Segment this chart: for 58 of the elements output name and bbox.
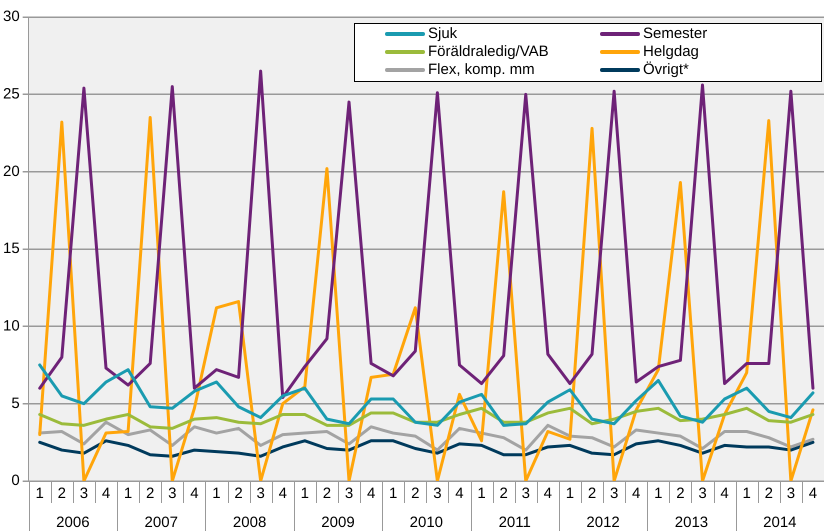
x-tick-label: 2 bbox=[764, 485, 773, 502]
x-tick-label: 1 bbox=[124, 485, 132, 502]
x-tick-label: 4 bbox=[632, 485, 640, 502]
legend-label: Sjuk bbox=[428, 25, 458, 43]
x-tick-label: 4 bbox=[544, 485, 552, 502]
x-tick-label: 4 bbox=[278, 485, 287, 502]
x-tick-label: 3 bbox=[522, 485, 530, 502]
x-tick-label: 2 bbox=[499, 485, 508, 502]
legend-label: Föräldraledig/VAB bbox=[428, 43, 549, 61]
text: 2014 bbox=[763, 514, 797, 531]
y-tick-label: 10 bbox=[2, 317, 20, 334]
legend-label: Övrigt* bbox=[643, 61, 689, 79]
x-tick-label: 3 bbox=[80, 485, 88, 502]
x-tick-label: 4 bbox=[720, 485, 729, 502]
x-tick-label: 4 bbox=[190, 485, 199, 502]
x-tick-label: 3 bbox=[786, 485, 796, 502]
y-tick-label: 20 bbox=[2, 162, 20, 180]
y-tick-label: 25 bbox=[2, 85, 20, 102]
x-tick-label: 3 bbox=[433, 485, 442, 502]
x-tick-label: 1 bbox=[477, 485, 486, 502]
text: 2010 bbox=[410, 514, 444, 531]
x-tick-label: 4 bbox=[808, 485, 818, 502]
x-tick-label: 4 bbox=[455, 485, 464, 502]
y-tick-label: 30 bbox=[2, 8, 20, 26]
x-tick-label: 3 bbox=[256, 485, 265, 502]
x-tick-label: 1 bbox=[212, 485, 221, 502]
text: 2008 bbox=[232, 514, 266, 531]
legend-label: Helgdag bbox=[643, 43, 699, 61]
text: 2009 bbox=[321, 514, 355, 531]
x-tick-label: 3 bbox=[698, 485, 707, 502]
text: 2007 bbox=[144, 514, 178, 531]
text: 2013 bbox=[674, 514, 708, 531]
x-tick-label: 2 bbox=[146, 485, 154, 502]
x-tick-label: 4 bbox=[366, 485, 376, 502]
y-tick-label: 15 bbox=[2, 240, 20, 258]
x-tick-label: 2 bbox=[322, 485, 332, 502]
x-tick-label: 1 bbox=[566, 485, 574, 502]
x-tick-label: 1 bbox=[654, 485, 662, 502]
x-tick-label: 4 bbox=[102, 485, 110, 502]
legend-label: Semester bbox=[643, 25, 708, 43]
text: 2012 bbox=[586, 514, 620, 531]
x-tick-label: 1 bbox=[389, 485, 398, 502]
x-tick-label: 3 bbox=[168, 485, 176, 502]
y-tick-label: 0 bbox=[11, 472, 20, 490]
x-tick-label: 3 bbox=[610, 485, 618, 502]
x-tick-label: 2 bbox=[676, 485, 685, 502]
x-tick-label: 1 bbox=[742, 485, 751, 502]
x-tick-label: 2 bbox=[234, 485, 243, 502]
legend-label: Flex, komp. mm bbox=[428, 61, 535, 79]
x-tick-label: 1 bbox=[36, 485, 44, 502]
x-tick-label: 2 bbox=[58, 485, 66, 502]
y-tick-label: 5 bbox=[11, 394, 20, 412]
x-tick-label: 1 bbox=[300, 485, 310, 502]
x-tick-label: 3 bbox=[344, 485, 354, 502]
x-tick-label: 2 bbox=[411, 485, 420, 502]
text: 2011 bbox=[498, 514, 531, 531]
x-tick-label: 2 bbox=[588, 485, 596, 502]
text: 2006 bbox=[56, 514, 90, 531]
